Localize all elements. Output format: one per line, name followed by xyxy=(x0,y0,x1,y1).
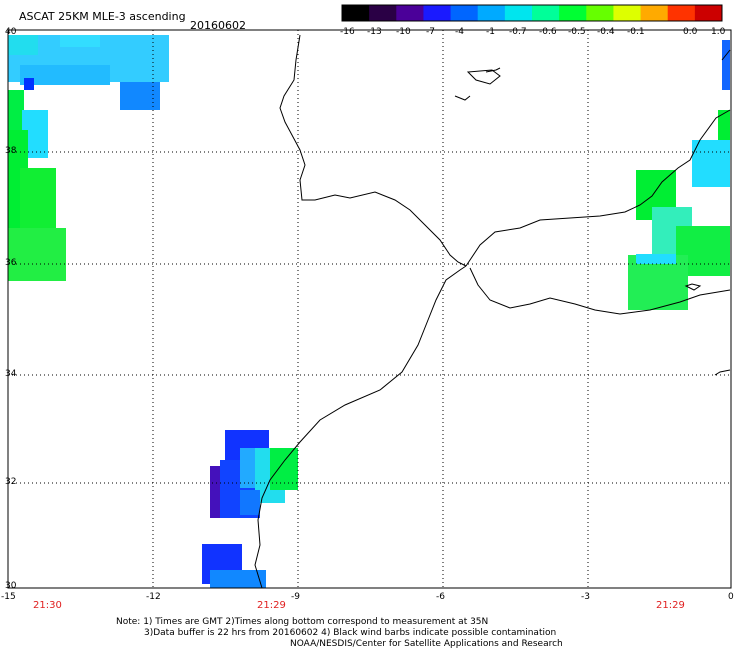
colorbar-swatch xyxy=(504,5,533,21)
note-line-2: 3)Data buffer is 22 hrs from 20160602 4)… xyxy=(144,628,557,638)
product-title: ASCAT 25KM MLE-3 ascending xyxy=(19,10,186,23)
data-swath-morocco xyxy=(202,430,298,588)
map-frame xyxy=(7,29,732,589)
colorbar-label: 1.0 xyxy=(711,27,726,37)
colorbar-label: -10 xyxy=(396,27,411,37)
colorbar-swatch xyxy=(613,5,642,21)
data-swath-se xyxy=(628,40,730,310)
colorbar-border xyxy=(341,4,723,22)
colorbar-swatch xyxy=(396,5,424,21)
colorbar-label: -0.7 xyxy=(509,27,527,37)
colorbar-label: -4 xyxy=(455,27,464,37)
colorbar-swatch xyxy=(423,5,452,21)
lat-label: 30 xyxy=(5,581,17,591)
pass-time: 21:29 xyxy=(257,600,286,611)
colorbar-label: -0.1 xyxy=(627,27,645,37)
colorbar-swatch xyxy=(532,5,560,21)
colorbar-swatch xyxy=(477,5,506,21)
colorbar-swatch xyxy=(694,5,723,21)
lon-label: -12 xyxy=(146,592,161,602)
colorbar-label: -13 xyxy=(367,27,382,37)
colorbar-label: 0.0 xyxy=(683,27,698,37)
note-line-3: NOAA/NESDIS/Center for Satellite Applica… xyxy=(290,639,563,649)
product-date: 20160602 xyxy=(190,19,246,32)
lon-label: -6 xyxy=(436,592,445,602)
colorbar xyxy=(341,4,723,22)
lon-label: 0 xyxy=(728,592,734,602)
lat-label: 34 xyxy=(5,369,17,379)
pass-time: 21:30 xyxy=(33,600,62,611)
colorbar-swatch xyxy=(450,5,479,21)
colorbar-swatch xyxy=(586,5,614,21)
colorbar-label: -7 xyxy=(426,27,435,37)
colorbar-label: -0.6 xyxy=(539,27,557,37)
colorbar-swatch xyxy=(640,5,669,21)
graticule xyxy=(8,30,731,588)
lat-label: 32 xyxy=(5,477,17,487)
lat-label: 38 xyxy=(5,146,17,156)
lon-label: -15 xyxy=(1,592,16,602)
data-swath-nw xyxy=(8,35,169,281)
note-line-1: Note: 1) Times are GMT 2)Times along bot… xyxy=(116,617,489,627)
lat-label: 40 xyxy=(5,27,17,37)
pass-time: 21:29 xyxy=(656,600,685,611)
colorbar-label: -16 xyxy=(340,27,355,37)
lat-label: 36 xyxy=(5,258,17,268)
lon-label: -3 xyxy=(581,592,590,602)
lon-label: -9 xyxy=(291,592,300,602)
colorbar-label: -1 xyxy=(486,27,495,37)
colorbar-label: -0.5 xyxy=(568,27,586,37)
colorbar-label: -0.4 xyxy=(597,27,615,37)
colorbar-swatch xyxy=(342,5,370,21)
coastline xyxy=(254,34,731,589)
colorbar-swatch xyxy=(667,5,696,21)
colorbar-swatch xyxy=(369,5,397,21)
colorbar-swatch xyxy=(559,5,587,21)
